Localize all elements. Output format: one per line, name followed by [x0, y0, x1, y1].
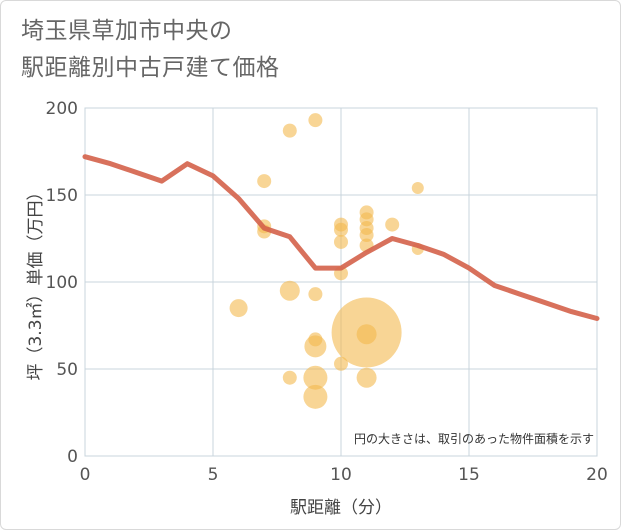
data-point [334, 356, 348, 371]
x-tick-label: 5 [208, 465, 219, 485]
data-point [334, 222, 348, 237]
data-point [303, 384, 328, 409]
x-axis-label: 駅距離（分） [290, 498, 392, 518]
data-point [356, 367, 377, 388]
x-tick-label: 10 [330, 465, 352, 485]
y-tick-label: 50 [56, 360, 78, 380]
y-tick-label: 200 [46, 99, 78, 119]
y-axis-label: 坪（3.3㎡）単価（万円） [26, 183, 46, 380]
data-point [411, 182, 424, 195]
y-tick-label: 100 [46, 273, 78, 293]
data-point [282, 123, 297, 138]
y-tick-label: 0 [67, 447, 78, 467]
data-point [334, 234, 348, 249]
data-point [356, 324, 377, 345]
data-point [257, 174, 272, 189]
size-note: 円の大きさは、取引のあった物件面積を示す [354, 431, 594, 446]
y-tick-label: 150 [46, 186, 78, 206]
data-point [229, 299, 248, 318]
data-point [308, 113, 323, 128]
plot-frame [84, 107, 598, 457]
chart-title: 埼玉県草加市中央の 駅距離別中古戸建て価格 [21, 13, 280, 87]
data-point [308, 332, 323, 347]
x-tick-label: 0 [80, 465, 91, 485]
chart-title-line-2: 駅距離別中古戸建て価格 [21, 55, 280, 81]
data-point [279, 280, 300, 301]
data-point [303, 365, 328, 390]
data-point [282, 370, 297, 385]
x-tick-label: 15 [458, 465, 480, 485]
chart-title-line-1: 埼玉県草加市中央の [21, 18, 233, 44]
data-point [359, 228, 374, 243]
x-tick-label: 20 [586, 465, 608, 485]
data-point [308, 287, 323, 302]
trend-line [82, 154, 600, 321]
data-point [385, 217, 400, 232]
